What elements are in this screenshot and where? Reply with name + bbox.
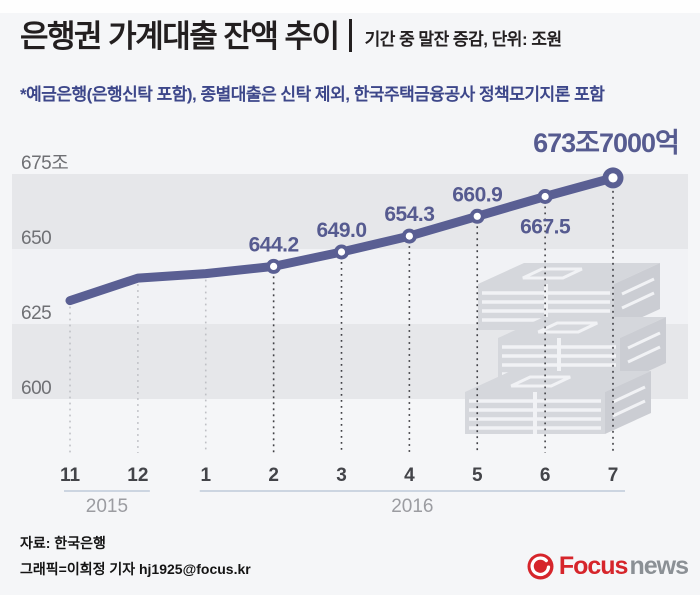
data-point-marker-center [608, 173, 618, 183]
x-axis-label: 5 [472, 465, 483, 486]
value-label: 654.3 [384, 203, 434, 226]
x-axis-label: 2 [268, 465, 279, 486]
x-axis-label: 1 [200, 465, 211, 486]
logo-text-news: news [629, 552, 689, 580]
x-axis-label: 7 [608, 465, 619, 486]
value-label: 673조7000억 [533, 128, 679, 158]
page-title: 은행권 가계대출 잔액 추이 [20, 18, 340, 54]
title-divider [348, 19, 352, 52]
data-point-marker-center [473, 212, 481, 220]
year-label: 2015 [86, 496, 128, 517]
value-label: 667.5 [520, 216, 571, 239]
y-axis-label: 675조 [21, 153, 68, 174]
credit-text: 그래픽=이희정 기자 hj1925@focus.kr [20, 561, 251, 577]
source-text: 자료: 한국은행 [20, 535, 106, 551]
footnote: *예금은행(은행신탁 포함), 종별대출은 신탁 제외, 한국주택금융공사 정책… [20, 85, 605, 104]
data-point-marker-center [541, 192, 549, 201]
x-axis-label: 12 [127, 465, 148, 486]
value-label: 660.9 [452, 183, 502, 206]
page-subtitle: 기간 중 말잔 증감, 단위: 조원 [364, 30, 563, 49]
x-axis-label: 4 [404, 465, 415, 486]
focusnews-logo: Focus news [527, 552, 689, 581]
focus-swirl-icon [527, 553, 554, 580]
y-axis-label: 600 [21, 378, 51, 399]
data-point-marker-center [270, 262, 278, 270]
x-axis-label: 3 [336, 465, 347, 486]
y-axis-label: 650 [21, 228, 51, 249]
money-stack-watermark [465, 263, 666, 434]
year-label: 2016 [391, 496, 433, 517]
value-label: 649.0 [316, 219, 366, 242]
header: 은행권 가계대출 잔액 추이 기간 중 말잔 증감, 단위: 조원 [20, 19, 562, 54]
x-axis-label: 11 [60, 465, 81, 486]
top-strip [0, 0, 700, 13]
y-axis-label: 625 [21, 303, 51, 324]
data-point-marker-center [337, 248, 346, 256]
x-axis-label: 6 [540, 465, 551, 486]
data-point-marker-center [405, 232, 413, 240]
value-label: 644.2 [249, 233, 299, 256]
logo-text-focus: Focus [558, 552, 629, 580]
